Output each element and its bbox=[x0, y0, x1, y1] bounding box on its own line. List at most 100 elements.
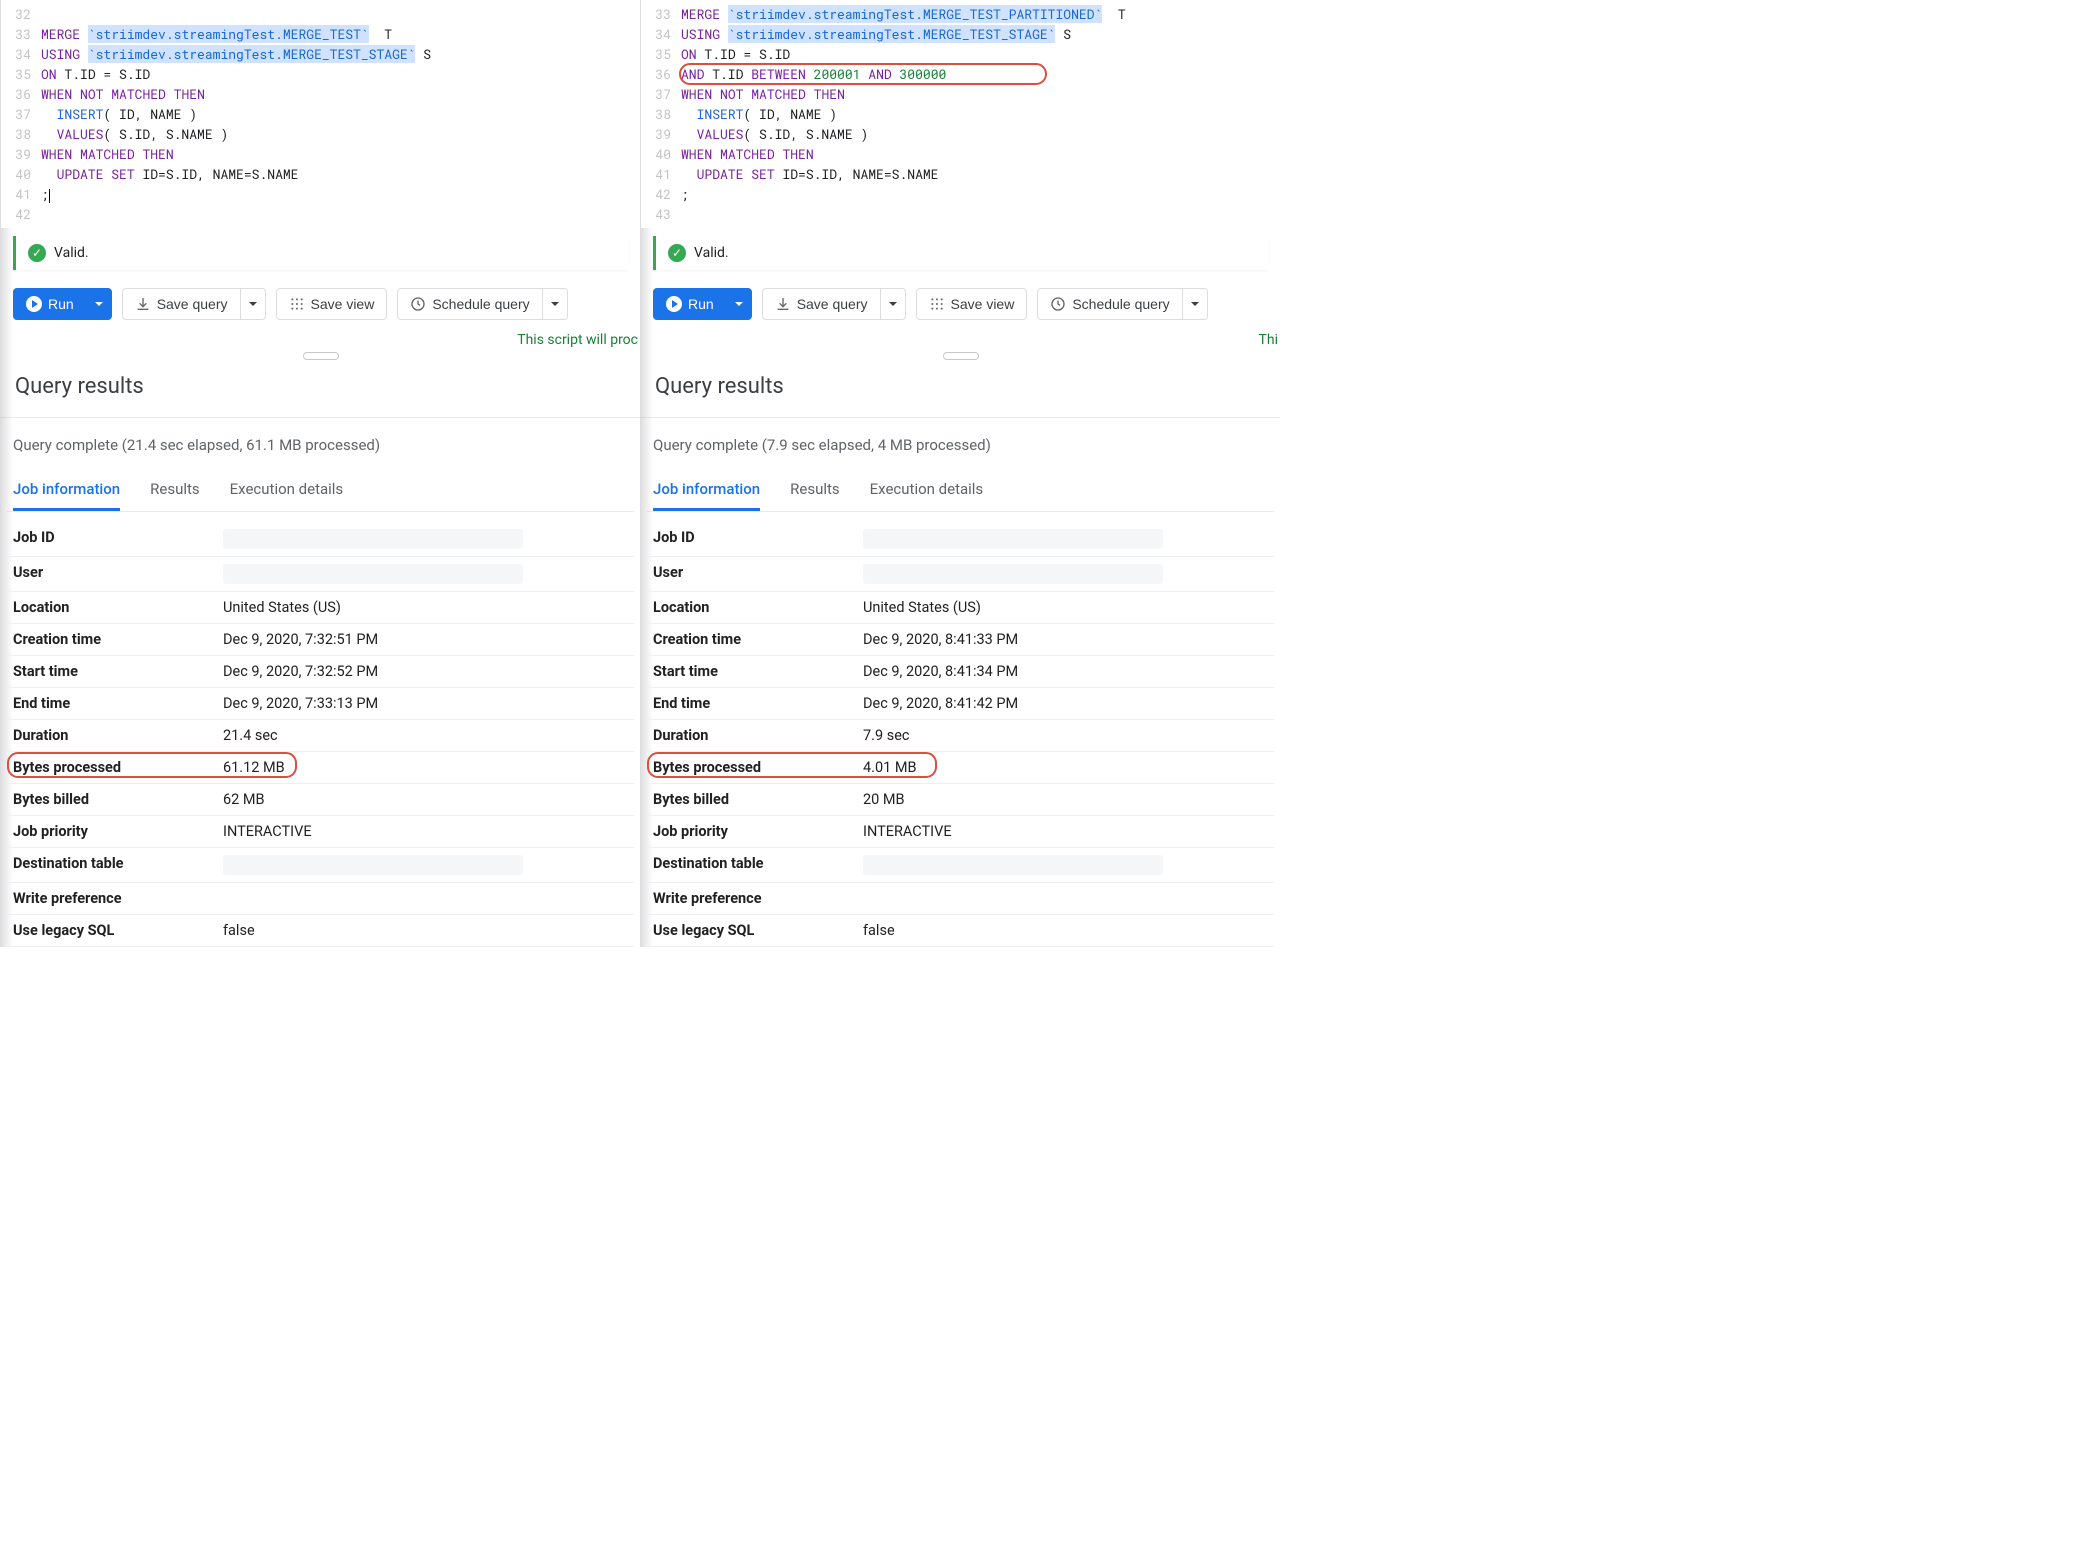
schedule-query-dropdown[interactable] bbox=[1182, 288, 1208, 320]
code-content: MERGE `striimdev.streamingTest.MERGE_TES… bbox=[681, 4, 1280, 24]
gutter-number: 37 bbox=[1, 104, 41, 124]
job-info-value bbox=[857, 557, 1274, 591]
job-info-value: Dec 9, 2020, 7:32:51 PM bbox=[217, 624, 634, 655]
clock-icon bbox=[410, 296, 426, 312]
save-query-button[interactable]: Save query bbox=[762, 288, 880, 320]
save-query-label: Save query bbox=[157, 296, 228, 312]
job-info-key: Write preference bbox=[7, 883, 217, 914]
run-button[interactable]: Run bbox=[653, 288, 726, 320]
job-info-value: 20 MB bbox=[857, 784, 1274, 815]
job-info-key: Creation time bbox=[647, 624, 857, 655]
sql-editor[interactable]: 3233MERGE `striimdev.streamingTest.MERGE… bbox=[1, 0, 640, 228]
results-title: Query results bbox=[1, 364, 640, 417]
code-line: 39 VALUES( S.ID, S.NAME ) bbox=[641, 124, 1280, 144]
job-info-key: Bytes billed bbox=[647, 784, 857, 815]
save-query-button[interactable]: Save query bbox=[122, 288, 240, 320]
gutter-number: 41 bbox=[1, 184, 41, 204]
gutter-number: 42 bbox=[641, 184, 681, 204]
redacted-block bbox=[863, 529, 1163, 549]
gutter-number: 40 bbox=[1, 164, 41, 184]
job-info-key: Bytes billed bbox=[7, 784, 217, 815]
redacted-block bbox=[223, 564, 523, 584]
tab-job-information[interactable]: Job information bbox=[13, 472, 120, 511]
tab-execution-details[interactable]: Execution details bbox=[230, 472, 344, 511]
tab-job-information[interactable]: Job information bbox=[653, 472, 760, 511]
code-content: USING `striimdev.streamingTest.MERGE_TES… bbox=[681, 24, 1280, 44]
schedule-query-button[interactable]: Schedule query bbox=[1037, 288, 1181, 320]
job-info-value: 61.12 MB bbox=[217, 752, 634, 783]
code-line: 33MERGE `striimdev.streamingTest.MERGE_T… bbox=[1, 24, 640, 44]
code-line: 37WHEN NOT MATCHED THEN bbox=[641, 84, 1280, 104]
save-view-label: Save view bbox=[311, 296, 375, 312]
code-line: 32 bbox=[1, 4, 640, 24]
tab-execution-details[interactable]: Execution details bbox=[870, 472, 984, 511]
table-row: Bytes processed61.12 MB bbox=[7, 752, 634, 784]
code-content bbox=[681, 204, 1280, 224]
valid-label: Valid. bbox=[54, 245, 89, 261]
code-content: ON T.ID = S.ID bbox=[681, 44, 1280, 64]
redacted-block bbox=[863, 855, 1163, 875]
schedule-query-label: Schedule query bbox=[432, 296, 529, 312]
code-line: 43 bbox=[641, 204, 1280, 224]
code-content: WHEN NOT MATCHED THEN bbox=[681, 84, 1280, 104]
save-query-dropdown[interactable] bbox=[880, 288, 906, 320]
job-info-value bbox=[217, 557, 634, 591]
table-row: Use legacy SQLfalse bbox=[7, 915, 634, 947]
table-row: Creation timeDec 9, 2020, 8:41:33 PM bbox=[647, 624, 1274, 656]
schedule-query-button[interactable]: Schedule query bbox=[397, 288, 541, 320]
query-complete-text: Query complete (21.4 sec elapsed, 61.1 M… bbox=[7, 418, 634, 472]
code-content: MERGE `striimdev.streamingTest.MERGE_TES… bbox=[41, 24, 640, 44]
run-button-group: Run bbox=[13, 288, 112, 320]
job-info-key: End time bbox=[647, 688, 857, 719]
run-dropdown-button[interactable] bbox=[726, 288, 752, 320]
save-view-button[interactable]: Save view bbox=[916, 288, 1028, 320]
run-button[interactable]: Run bbox=[13, 288, 86, 320]
job-info-value: false bbox=[217, 915, 634, 946]
sql-editor[interactable]: 33MERGE `striimdev.streamingTest.MERGE_T… bbox=[641, 0, 1280, 228]
job-info-key: Use legacy SQL bbox=[7, 915, 217, 946]
redacted-block bbox=[863, 564, 1163, 584]
job-info-value: United States (US) bbox=[857, 592, 1274, 623]
schedule-query-label: Schedule query bbox=[1072, 296, 1169, 312]
tab-results[interactable]: Results bbox=[790, 472, 840, 511]
job-info-key: Job priority bbox=[647, 816, 857, 847]
code-content: AND T.ID BETWEEN 200001 AND 300000 bbox=[681, 64, 1280, 84]
tab-results[interactable]: Results bbox=[150, 472, 200, 511]
table-row: User bbox=[7, 557, 634, 592]
job-info-key: Start time bbox=[7, 656, 217, 687]
job-info-key: User bbox=[7, 557, 217, 591]
gutter-number: 39 bbox=[1, 144, 41, 164]
code-content: USING `striimdev.streamingTest.MERGE_TES… bbox=[41, 44, 640, 64]
code-content bbox=[41, 4, 640, 24]
run-button-group: Run bbox=[653, 288, 752, 320]
resize-handle[interactable] bbox=[303, 352, 339, 360]
job-info-value: false bbox=[857, 915, 1274, 946]
query-complete-text: Query complete (7.9 sec elapsed, 4 MB pr… bbox=[647, 418, 1274, 472]
grid-icon bbox=[929, 296, 945, 312]
table-row: Job priorityINTERACTIVE bbox=[7, 816, 634, 848]
code-line: 40WHEN MATCHED THEN bbox=[641, 144, 1280, 164]
gutter-number: 38 bbox=[641, 104, 681, 124]
code-content: VALUES( S.ID, S.NAME ) bbox=[681, 124, 1280, 144]
check-circle-icon: ✓ bbox=[668, 244, 686, 262]
table-row: Job ID bbox=[7, 522, 634, 557]
run-dropdown-button[interactable] bbox=[86, 288, 112, 320]
table-row: Job priorityINTERACTIVE bbox=[647, 816, 1274, 848]
table-row: Start timeDec 9, 2020, 7:32:52 PM bbox=[7, 656, 634, 688]
resize-handle[interactable] bbox=[943, 352, 979, 360]
gutter-number: 35 bbox=[1, 64, 41, 84]
save-view-button[interactable]: Save view bbox=[276, 288, 388, 320]
redacted-block bbox=[223, 855, 523, 875]
save-query-dropdown[interactable] bbox=[240, 288, 266, 320]
code-line: 35ON T.ID = S.ID bbox=[1, 64, 640, 84]
job-info-value bbox=[217, 522, 634, 556]
job-info-key: Creation time bbox=[7, 624, 217, 655]
schedule-query-dropdown[interactable] bbox=[542, 288, 568, 320]
gutter-number: 36 bbox=[641, 64, 681, 84]
save-query-group: Save query bbox=[122, 288, 266, 320]
code-line: 34USING `striimdev.streamingTest.MERGE_T… bbox=[1, 44, 640, 64]
job-info-value: Dec 9, 2020, 7:32:52 PM bbox=[217, 656, 634, 687]
job-info-value: Dec 9, 2020, 7:33:13 PM bbox=[217, 688, 634, 719]
valid-label: Valid. bbox=[694, 245, 729, 261]
job-info-value: INTERACTIVE bbox=[217, 816, 634, 847]
